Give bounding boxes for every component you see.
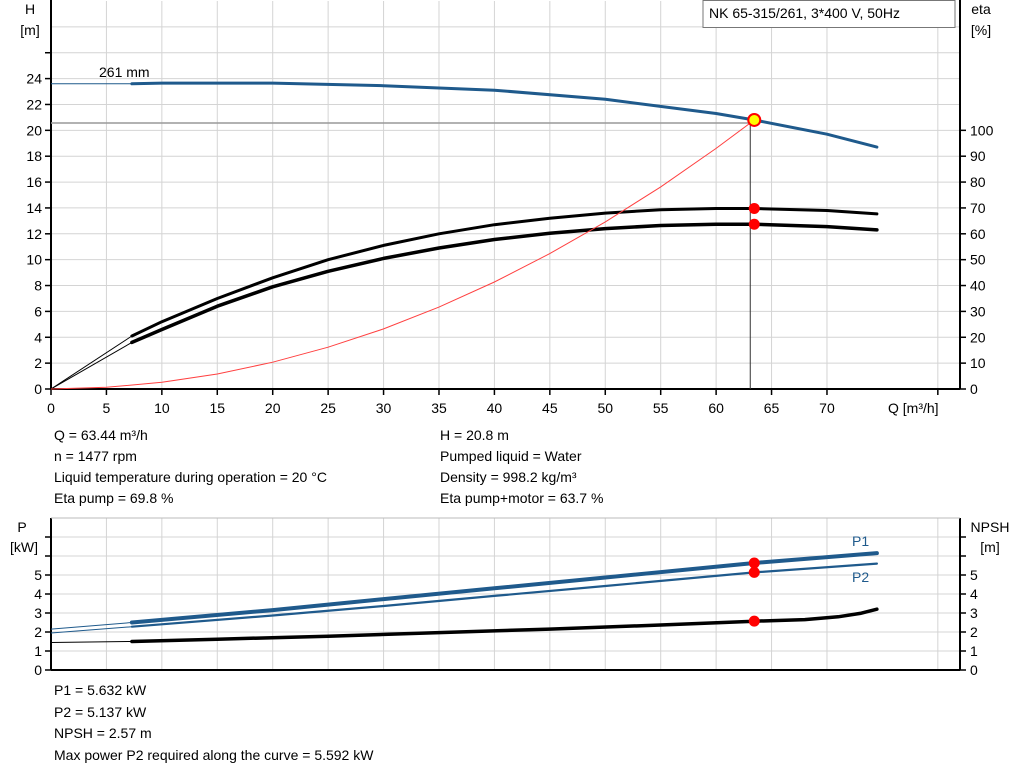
p-tick-label: 4 (34, 586, 42, 602)
y-left-tick-label: 0 (34, 381, 42, 397)
y-left-label-line1: H (25, 1, 35, 17)
x-tick-label: 5 (103, 400, 111, 416)
p2-series-label: P2 (852, 569, 869, 585)
p2-point (748, 566, 760, 578)
eta-pump-motor-curve-extension (50, 341, 133, 390)
x-axis-label: Q [m³/h] (888, 400, 939, 416)
p1-curve-extension (50, 622, 132, 630)
x-tick-label: 25 (320, 400, 336, 416)
y-left-tick-label: 4 (34, 329, 42, 345)
p1-curve (129, 551, 879, 625)
info-p2: P2 = 5.137 kW (54, 704, 147, 720)
y-left-tick-label: 12 (26, 226, 42, 242)
p-label-line1: P (17, 519, 26, 535)
eta-pump-point (748, 202, 760, 214)
p-label-line2: [kW] (10, 539, 38, 555)
x-tick-label: 35 (431, 400, 447, 416)
p-tick-label: 3 (34, 605, 42, 621)
y-left-tick-label: 10 (26, 252, 42, 268)
x-tick-label: 50 (597, 400, 613, 416)
npsh-tick-label: 3 (970, 605, 978, 621)
info-p1: P1 = 5.632 kW (54, 682, 147, 698)
npsh-tick-label: 0 (970, 662, 978, 678)
npsh-point (748, 615, 760, 627)
top-chart-grid: 0 5 10 15 20 25 30 35 40 45 50 55 60 65 70024681012141… (26, 0, 994, 416)
npsh-label-line1: NPSH (971, 519, 1010, 535)
y-left-tick-label: 18 (26, 148, 42, 164)
p-tick-label: 2 (34, 624, 42, 640)
y-left-tick-label: 2 (34, 355, 42, 371)
duty-point (747, 112, 762, 127)
p-tick-label: 0 (34, 662, 42, 678)
p2-curve-extension (50, 626, 132, 634)
npsh-tick-label: 5 (970, 567, 978, 583)
x-tick-label: 55 (653, 400, 669, 416)
eta-pump-curve-extension (50, 335, 133, 390)
chart-marks (50, 81, 879, 644)
y-left-tick-label: 24 (26, 71, 42, 87)
info-h: H = 20.8 m (440, 427, 509, 443)
npsh-label-line2: [m] (980, 539, 999, 555)
chart-title: NK 65-315/261, 3*400 V, 50Hz (709, 5, 900, 21)
x-tick-label: 10 (154, 400, 170, 416)
p-tick-label: 1 (34, 643, 42, 659)
y-right-tick-label: 90 (970, 148, 986, 164)
y-right-label-line1: eta (971, 1, 991, 17)
y-left-tick-label: 22 (26, 96, 42, 112)
y-right-tick-label: 100 (970, 122, 994, 138)
title-box: NK 65-315/261, 3*400 V, 50Hz (702, 0, 956, 28)
y-right-tick-label: 10 (970, 355, 986, 371)
x-tick-label: 0 (47, 400, 55, 416)
npsh-tick-label: 4 (970, 586, 978, 602)
x-tick-label: 70 (819, 400, 835, 416)
curve-label-261mm: 261 mm (99, 64, 150, 80)
y-left-tick-label: 20 (26, 122, 42, 138)
y-left-tick-label: 8 (34, 278, 42, 294)
eta-pump-motor-point (748, 218, 760, 230)
y-right-tick-label: 20 (970, 329, 986, 345)
y-left-tick-label: 6 (34, 303, 42, 319)
y-right-tick-label: 40 (970, 278, 986, 294)
y-left-tick-label: 14 (26, 200, 42, 216)
x-tick-label: 45 (542, 400, 558, 416)
info-q: Q = 63.44 m³/h (54, 427, 148, 443)
eta-pump-curve (130, 207, 879, 338)
info-npsh: NPSH = 2.57 m (54, 725, 152, 741)
x-tick-label: 15 (209, 400, 225, 416)
x-tick-label: 65 (764, 400, 780, 416)
y-right-tick-label: 30 (970, 303, 986, 319)
y-right-tick-label: 0 (970, 381, 978, 397)
p1-series-label: P1 (852, 533, 869, 549)
p2-curve (130, 562, 879, 628)
y-left-label-line2: [m] (20, 22, 39, 38)
p1-point (748, 557, 760, 569)
info-liquid: Pumped liquid = Water (440, 448, 582, 464)
info-temp: Liquid temperature during operation = 20… (54, 469, 327, 485)
x-tick-label: 40 (487, 400, 503, 416)
info-eta-pump: Eta pump = 69.8 % (54, 490, 173, 506)
h-curve-261mm (130, 81, 879, 149)
npsh-curve-extension (50, 641, 132, 643)
x-tick-label: 60 (708, 400, 724, 416)
npsh-tick-label: 2 (970, 624, 978, 640)
y-right-tick-label: 60 (970, 226, 986, 242)
npsh-curve (130, 607, 879, 644)
info-max-p2: Max power P2 required along the curve = … (54, 747, 374, 763)
bottom-chart-grid: 0 0 1 1 2 2 3 3 4 4 5 5 (34, 517, 978, 678)
eta-pump-motor-curve (130, 222, 879, 345)
p-tick-label: 5 (34, 567, 42, 583)
info-n: n = 1477 rpm (54, 448, 137, 464)
y-right-tick-label: 80 (970, 174, 986, 190)
npsh-tick-label: 1 (970, 643, 978, 659)
y-right-label-line2: [%] (971, 22, 991, 38)
info-density: Density = 998.2 kg/m³ (440, 469, 577, 485)
info-eta-pump-motor: Eta pump+motor = 63.7 % (440, 490, 603, 506)
y-right-tick-label: 50 (970, 252, 986, 268)
system-curve (50, 119, 755, 390)
y-right-tick-label: 70 (970, 200, 986, 216)
x-tick-label: 20 (265, 400, 281, 416)
y-left-tick-label: 16 (26, 174, 42, 190)
x-tick-label: 30 (376, 400, 392, 416)
